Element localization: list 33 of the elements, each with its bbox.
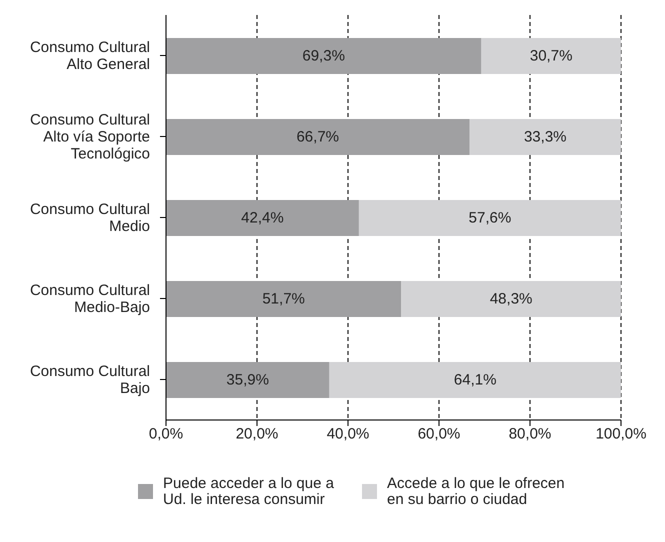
bar [401,281,621,317]
y-tick-label: Consumo Cultural Alto vía Soporte Tecnológico [30,111,150,162]
bar [469,119,621,155]
x-tick-label: 80,0% [508,426,552,443]
legend-label: Puede acceder a lo que a Ud. le interesa consumir [163,475,335,508]
data-label: 33,3% [524,128,567,146]
x-tick-label: 60,0% [418,426,460,443]
data-label: 66,7% [296,128,340,146]
bar [358,200,621,236]
data-label: 42,4% [241,210,284,226]
x-tick-label: 40,0% [326,426,370,443]
y-tick-label: Consumo Cultural Medio-Bajo [30,282,150,316]
bar [481,38,621,74]
bar [329,362,621,398]
bar [166,119,470,155]
y-tick-label: Consumo Cultural Alto General [30,38,150,72]
bar [166,362,330,398]
data-label: 57,6% [468,210,512,226]
data-label: 64,1% [454,372,496,388]
data-label: 69,3% [302,48,345,64]
y-tick-label: Consumo Cultural Bajo [30,362,150,396]
data-label: 51,7% [262,290,305,308]
bar [166,38,482,74]
legend-label: Accede a lo que le ofrecen en su barrio o ciudad [387,475,566,508]
x-tick-label: 0,0% [148,426,184,443]
data-label: 48,3% [490,290,532,308]
bar [166,281,402,317]
data-label: 35,9% [226,372,269,388]
x-tick-label: 20,0% [236,426,278,443]
bar [166,200,359,236]
data-label: 30,7% [530,48,572,64]
x-tick-label: 100,0% [596,426,646,443]
y-tick-label: Consumo Cultural Medio [30,200,150,234]
